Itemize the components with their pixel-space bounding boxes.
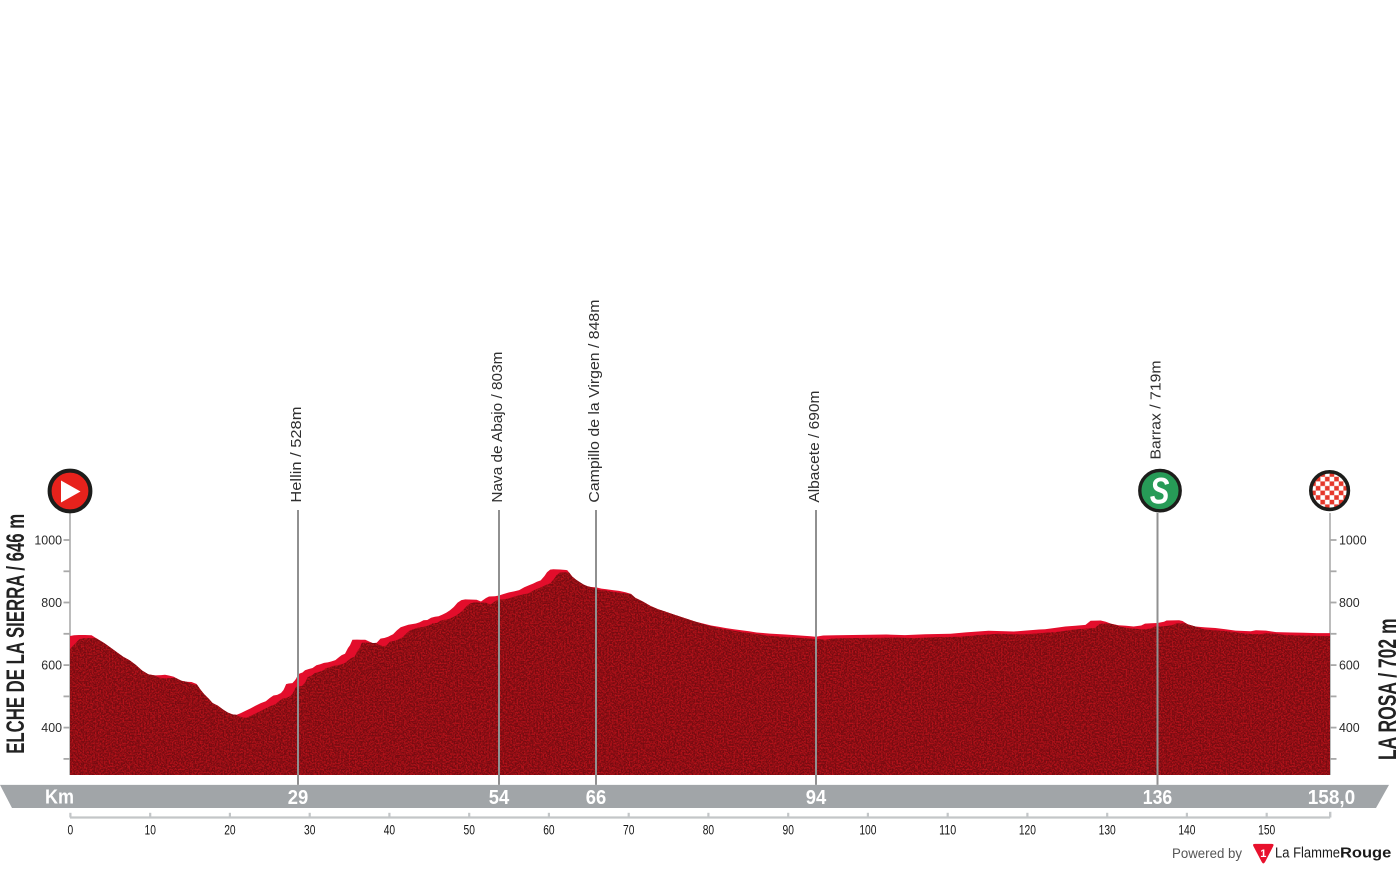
svg-text:Km: Km: [45, 785, 74, 808]
svg-text:70: 70: [623, 823, 634, 838]
svg-text:800: 800: [41, 595, 62, 610]
svg-text:40: 40: [384, 823, 395, 838]
svg-text:30: 30: [304, 823, 315, 838]
svg-text:Hellin / 528m: Hellin / 528m: [288, 407, 305, 503]
svg-text:110: 110: [939, 823, 956, 838]
svg-text:S: S: [1150, 470, 1170, 512]
svg-text:54: 54: [489, 786, 510, 809]
svg-text:94: 94: [806, 786, 827, 809]
svg-text:140: 140: [1178, 823, 1195, 838]
svg-text:Nava de Abajo / 803m: Nava de Abajo / 803m: [489, 352, 506, 503]
svg-text:Powered by: Powered by: [1172, 846, 1242, 861]
svg-text:60: 60: [543, 823, 554, 838]
svg-text:80: 80: [703, 823, 714, 838]
svg-text:Rouge: Rouge: [1340, 846, 1391, 862]
svg-text:La Flamme: La Flamme: [1275, 846, 1340, 862]
svg-text:158,0: 158,0: [1308, 786, 1356, 809]
svg-text:600: 600: [41, 657, 62, 672]
svg-text:1000: 1000: [1339, 532, 1367, 547]
svg-text:Barrax / 719m: Barrax / 719m: [1148, 361, 1165, 460]
svg-text:120: 120: [1019, 823, 1036, 838]
svg-text:800: 800: [1339, 595, 1360, 610]
svg-text:90: 90: [783, 823, 794, 838]
svg-text:ELCHE DE LA SIERRA / 646 m: ELCHE DE LA SIERRA / 646 m: [3, 514, 30, 754]
svg-text:400: 400: [1339, 720, 1360, 735]
svg-text:150: 150: [1258, 823, 1275, 838]
svg-text:400: 400: [41, 720, 62, 735]
svg-text:LA ROSA / 702 m: LA ROSA / 702 m: [1375, 619, 1400, 761]
svg-text:29: 29: [288, 786, 309, 809]
svg-text:Albacete / 690m: Albacete / 690m: [806, 391, 823, 503]
svg-text:10: 10: [145, 823, 156, 838]
svg-text:66: 66: [586, 786, 607, 809]
svg-text:1: 1: [1260, 848, 1266, 860]
svg-text:136: 136: [1143, 786, 1173, 809]
svg-text:600: 600: [1339, 657, 1360, 672]
svg-text:1000: 1000: [34, 532, 62, 547]
svg-text:100: 100: [859, 823, 876, 838]
svg-text:20: 20: [224, 823, 235, 838]
svg-text:Campillo de la Virgen / 848m: Campillo de la Virgen / 848m: [586, 300, 603, 503]
svg-text:50: 50: [464, 823, 475, 838]
svg-text:130: 130: [1099, 823, 1116, 838]
svg-text:0: 0: [68, 823, 74, 838]
